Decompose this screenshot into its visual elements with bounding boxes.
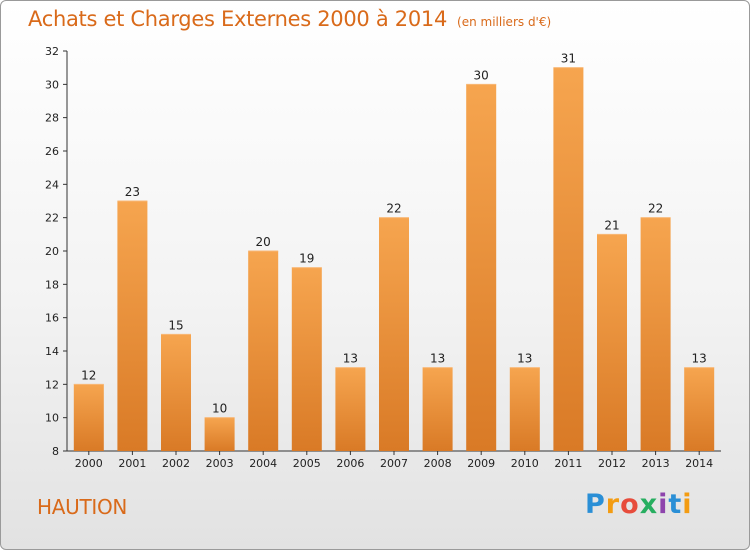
y-tick-label: 32 [45,45,59,58]
bar [291,267,322,451]
y-tick-label: 18 [45,278,59,291]
proxiti-logo: Proxiti [585,489,693,520]
logo-letter: x [639,489,659,520]
bar [379,217,409,451]
x-tick-label: 2004 [249,457,277,470]
bar [684,367,715,451]
bar [204,417,235,451]
data-label: 13 [430,352,445,366]
x-tick-label: 2007 [380,457,408,470]
logo-letter: i [682,489,693,520]
x-tick-label: 2008 [424,457,452,470]
bar [161,334,191,451]
y-tick-label: 20 [45,245,59,258]
data-label: 23 [125,185,140,199]
chart-title: Achats et Charges Externes 2000 à 2014 (e… [28,7,551,31]
data-label: 13 [517,352,532,366]
data-label: 13 [343,352,358,366]
y-tick-label: 8 [52,445,59,458]
data-label: 31 [561,52,576,66]
bar [466,84,497,451]
x-tick-label: 2005 [293,457,321,470]
place-name: HAUTION [37,495,128,519]
logo-letter: t [668,489,683,520]
bar [73,384,104,451]
bar [509,367,540,451]
chart-subtitle: (en milliers d'€) [457,15,552,29]
x-tick-label: 2009 [467,457,495,470]
data-label: 19 [299,252,314,266]
x-tick-label: 2006 [336,457,364,470]
y-tick-label: 28 [45,112,59,125]
bar [640,217,671,451]
data-label: 15 [168,318,183,332]
y-tick-label: 22 [45,212,59,225]
x-tick-label: 2014 [685,457,713,470]
x-tick-label: 2000 [75,457,103,470]
data-label: 22 [386,202,401,216]
logo-letter: r [605,489,621,520]
bar [248,251,279,451]
x-tick-label: 2001 [118,457,146,470]
bar [553,67,584,452]
data-label: 22 [648,202,663,216]
y-tick-label: 24 [45,178,59,191]
bar [335,367,366,451]
logo-letter: o [620,489,640,520]
bar [117,201,148,451]
data-label: 30 [474,68,489,82]
logo-letter: i [658,489,669,520]
x-tick-label: 2002 [162,457,190,470]
y-tick-label: 10 [45,412,59,425]
data-label: 13 [692,352,707,366]
bar [597,234,627,451]
data-label: 20 [256,235,271,249]
x-tick-label: 2013 [642,457,670,470]
logo-letter: P [585,489,606,520]
data-label: 10 [212,402,227,416]
x-tick-label: 2003 [206,457,234,470]
y-tick-label: 16 [45,312,59,325]
bar [422,367,453,451]
data-label: 21 [604,218,619,232]
y-tick-label: 26 [45,145,59,158]
x-tick-label: 2011 [554,457,582,470]
chart-title-text: Achats et Charges Externes 2000 à 2014 [28,7,448,31]
y-tick-label: 30 [45,78,59,91]
x-tick-label: 2012 [598,457,626,470]
data-label: 12 [81,368,96,382]
x-tick-label: 2010 [511,457,539,470]
y-tick-label: 14 [45,345,59,358]
y-tick-label: 12 [45,378,59,391]
